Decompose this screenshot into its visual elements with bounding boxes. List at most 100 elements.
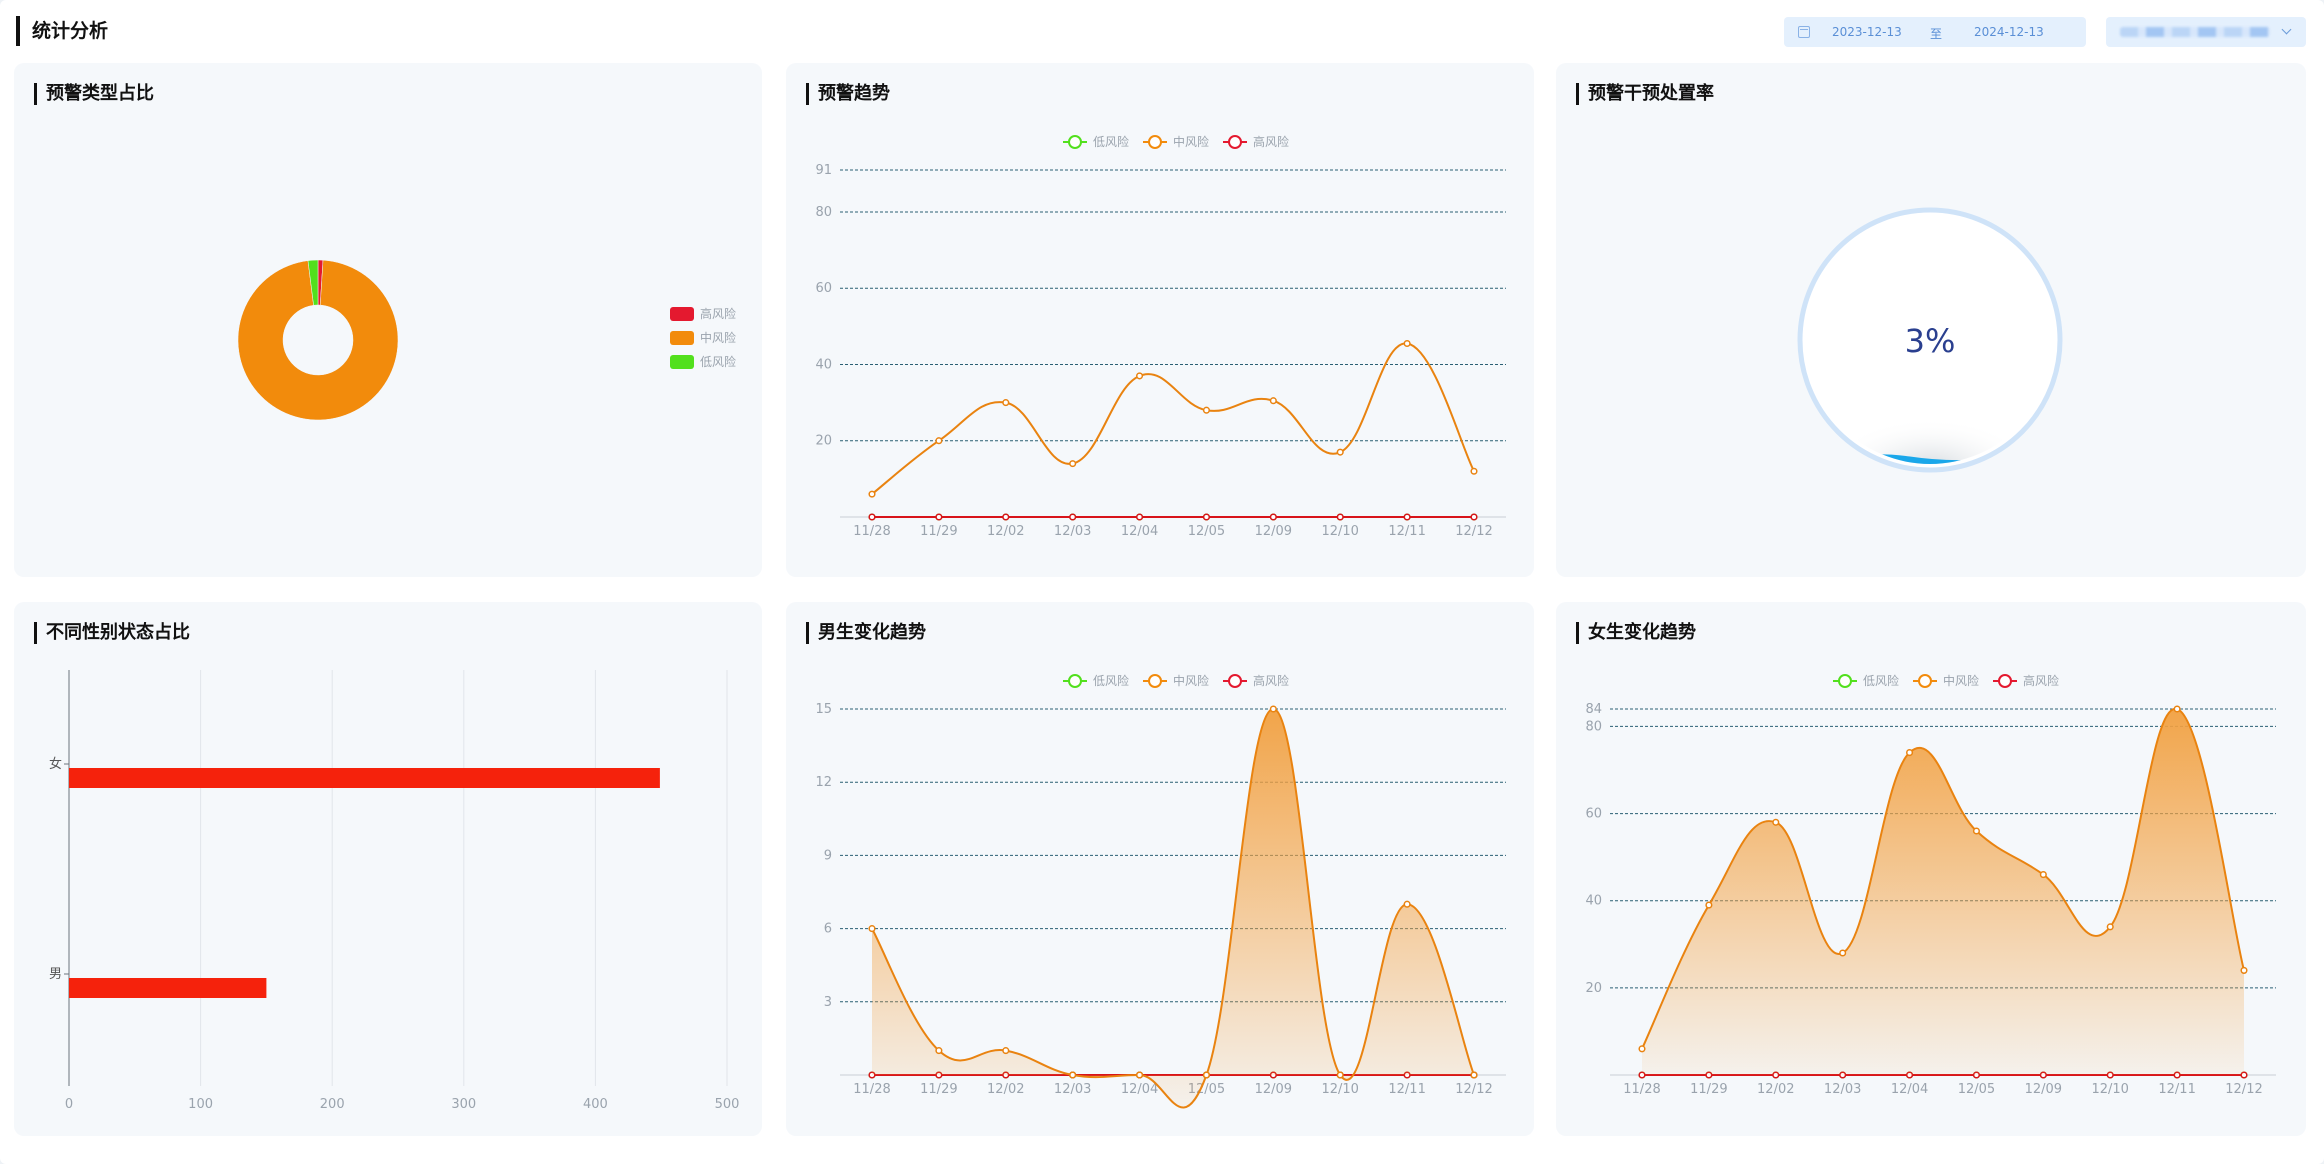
x-tick-label: 12/11 bbox=[1388, 524, 1425, 539]
legend-swatch bbox=[670, 307, 694, 321]
intervention-gauge: 3% bbox=[1797, 207, 2063, 473]
y-tick-label: 15 bbox=[815, 702, 832, 717]
female-trend-chart: 低风险 中风险 高风险 20 40 60 80 84 11/28 11/29 12/02 12/03 1… bbox=[1585, 673, 2276, 1097]
data-point bbox=[1906, 749, 1914, 757]
x-tick-label: 12/11 bbox=[2158, 1082, 2195, 1097]
x-tick-label: 12/09 bbox=[2025, 1082, 2062, 1097]
x-tick-label: 12/10 bbox=[1321, 524, 1358, 539]
data-point bbox=[1202, 513, 1210, 521]
x-tick-label: 12/09 bbox=[1255, 524, 1292, 539]
legend-label: 高风险 bbox=[2023, 673, 2059, 688]
data-point bbox=[868, 490, 876, 498]
chevron-down-icon bbox=[2281, 24, 2292, 35]
series-line bbox=[871, 707, 1475, 1109]
x-tick-label: 11/29 bbox=[1690, 1082, 1727, 1097]
x-tick-label: 12/05 bbox=[1958, 1082, 1995, 1097]
data-point bbox=[1269, 513, 1277, 521]
legend-marker bbox=[1148, 135, 1162, 149]
data-point bbox=[868, 513, 876, 521]
data-point bbox=[1772, 818, 1780, 826]
data-point bbox=[1705, 901, 1713, 909]
y-tick-label: 91 bbox=[815, 163, 832, 178]
legend-item: 低风险 bbox=[1063, 673, 1129, 688]
data-point bbox=[935, 1047, 943, 1055]
x-tick-label: 11/29 bbox=[920, 1082, 957, 1097]
legend-label: 中风险 bbox=[1943, 673, 1979, 688]
data-point bbox=[1470, 467, 1478, 475]
filter-select[interactable] bbox=[2106, 17, 2306, 47]
data-point bbox=[1403, 513, 1411, 521]
legend-marker bbox=[1068, 135, 1082, 149]
date-start[interactable]: 2023-12-13 bbox=[1832, 25, 1902, 39]
blurred-select-value bbox=[2120, 27, 2270, 37]
x-tick-label: 12/10 bbox=[1321, 1082, 1358, 1097]
legend-label: 中风险 bbox=[1173, 673, 1209, 688]
x-tick-label: 12/10 bbox=[2091, 1082, 2128, 1097]
x-tick-label: 12/02 bbox=[987, 524, 1024, 539]
legend-marker bbox=[1228, 135, 1242, 149]
data-point bbox=[2240, 966, 2248, 974]
y-tick-label: 男 bbox=[49, 967, 62, 982]
legend-label: 高风险 bbox=[1253, 673, 1289, 688]
x-tick-label: 11/28 bbox=[1623, 1082, 1660, 1097]
trend-chart: 低风险 中风险 高风险 20 40 60 80 91 11/28 11/29 12/02 12/03 1… bbox=[815, 134, 1506, 539]
x-tick-label: 300 bbox=[451, 1097, 476, 1112]
legend-item: 中风险 bbox=[1143, 134, 1209, 149]
x-tick-label: 0 bbox=[65, 1097, 73, 1112]
calendar-icon bbox=[1798, 26, 1810, 38]
data-point bbox=[868, 925, 876, 933]
data-point bbox=[2106, 923, 2114, 931]
x-tick-label: 12/12 bbox=[1455, 1082, 1492, 1097]
legend-swatch bbox=[670, 331, 694, 345]
data-point bbox=[1638, 1045, 1646, 1053]
x-tick-label: 12/05 bbox=[1188, 524, 1225, 539]
series-area bbox=[1642, 708, 2244, 1075]
x-tick-label: 200 bbox=[320, 1097, 345, 1112]
date-range-picker[interactable]: 2023-12-13 至 2024-12-13 bbox=[1784, 17, 2086, 47]
y-tick-label: 20 bbox=[1585, 981, 1602, 996]
x-tick-label: 12/04 bbox=[1121, 524, 1158, 539]
legend-marker bbox=[1068, 674, 1082, 688]
series-area bbox=[872, 709, 1474, 1108]
data-point bbox=[1202, 406, 1210, 414]
x-tick-label: 11/28 bbox=[853, 524, 890, 539]
y-tick-label: 80 bbox=[815, 205, 832, 220]
y-tick-label: 40 bbox=[815, 357, 832, 372]
data-point bbox=[1002, 1047, 1010, 1055]
data-point bbox=[1069, 1071, 1077, 1079]
date-separator: 至 bbox=[1930, 27, 1943, 41]
bar bbox=[69, 768, 660, 788]
x-tick-label: 12/04 bbox=[1891, 1082, 1928, 1097]
x-tick-label: 12/12 bbox=[2225, 1082, 2262, 1097]
legend-label: 低风险 bbox=[700, 354, 736, 369]
y-tick-label: 12 bbox=[815, 775, 832, 790]
data-point bbox=[1002, 399, 1010, 407]
panel-gender: 不同性别状态占比 0 100 200 300 400 500 女男 bbox=[14, 602, 762, 1136]
date-end[interactable]: 2024-12-13 bbox=[1974, 25, 2044, 39]
data-point bbox=[1470, 513, 1478, 521]
legend-marker bbox=[1838, 674, 1852, 688]
y-tick-label: 80 bbox=[1585, 719, 1602, 734]
data-point bbox=[1136, 372, 1144, 380]
data-point bbox=[1403, 339, 1411, 348]
data-point bbox=[1002, 513, 1010, 521]
legend-marker bbox=[1228, 674, 1242, 688]
panel-type-ratio: 预警类型占比 高风险 中风险 低风险 bbox=[14, 63, 762, 577]
legend-label: 高风险 bbox=[1253, 134, 1289, 149]
legend-item: 低风险 bbox=[1063, 134, 1129, 149]
legend-label: 高风险 bbox=[700, 306, 736, 321]
data-point bbox=[1069, 513, 1077, 521]
legend-item: 低风险 bbox=[1833, 673, 1899, 688]
panel-male: 男生变化趋势 低风险 中风险 高风险 3 6 9 12 15 11/28 11/29 12/02 12… bbox=[786, 602, 1534, 1136]
x-tick-label: 500 bbox=[715, 1097, 740, 1112]
legend-label: 低风险 bbox=[1093, 134, 1129, 149]
x-tick-label: 12/04 bbox=[1121, 1082, 1158, 1097]
y-tick-label: 6 bbox=[824, 922, 832, 937]
panel-intervention: 预警干预处置率 3% bbox=[1556, 63, 2306, 577]
legend-marker bbox=[1998, 674, 2012, 688]
pie-slice bbox=[307, 259, 319, 306]
legend-label: 低风险 bbox=[1863, 673, 1899, 688]
x-tick-label: 12/11 bbox=[1388, 1082, 1425, 1097]
